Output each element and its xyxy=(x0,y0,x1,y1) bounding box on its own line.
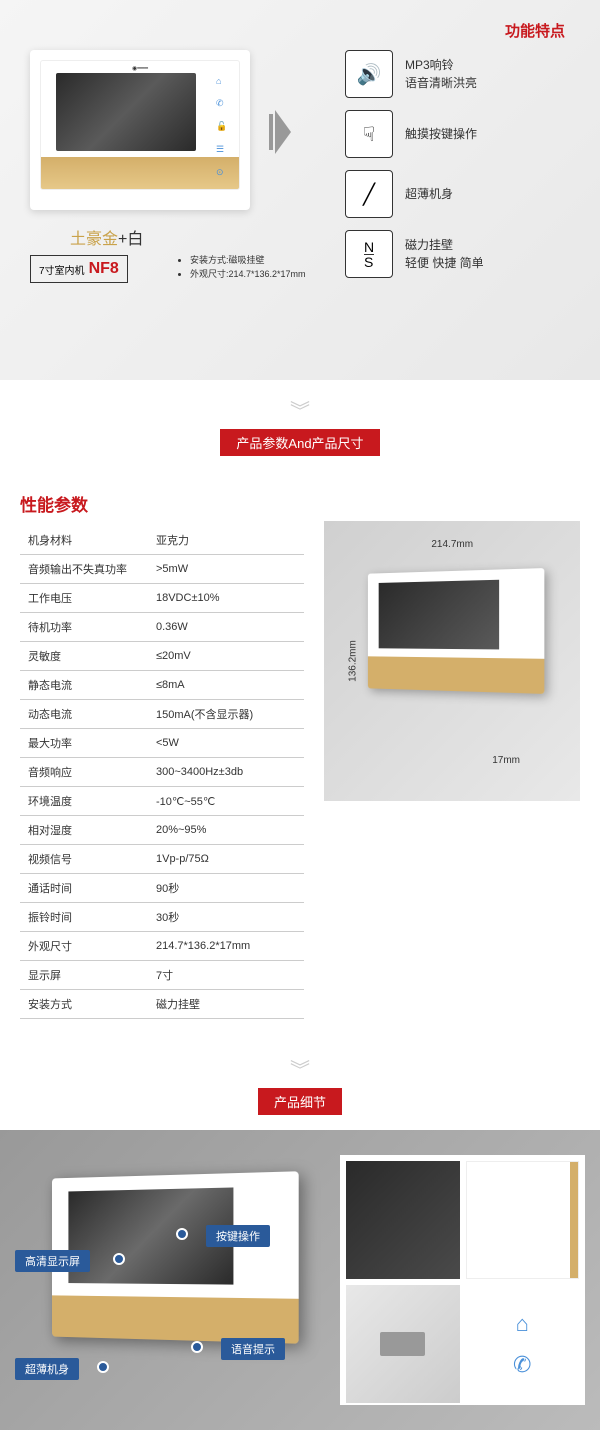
features-title: 功能特点 xyxy=(505,20,565,41)
dim-depth-label: 17mm xyxy=(492,755,520,766)
specs-table-body: 机身材料亚克力音频输出不失真功率>5mW工作电压18VDC±10%待机功率0.3… xyxy=(20,526,304,1019)
thumb-screen xyxy=(346,1161,460,1279)
feature-item: ☟ 触摸按键操作 xyxy=(345,110,580,158)
product-image-box: ◉━━━ ⌂✆🔓☰⊙ xyxy=(30,50,250,210)
features-list: 🔊 MP3响铃语音清晰洪亮 ☟ 触摸按键操作 ╱ 超薄机身 NS 磁力挂壁轻便 … xyxy=(345,50,580,290)
table-row: 音频响应300~3400Hz±3db xyxy=(20,758,304,787)
table-row: 外观尺寸214.7*136.2*17mm xyxy=(20,932,304,961)
section-divider: ︾ 产品细节 xyxy=(0,1039,600,1130)
features-section: 功能特点 ◉━━━ ⌂✆🔓☰⊙ 土豪金+白 7寸室内机 NF8 安装方式:磁吸挂… xyxy=(0,0,600,380)
divider-title: 产品参数And产品尺寸 xyxy=(220,429,379,456)
speaker-icon: 🔊 xyxy=(345,50,393,98)
table-row: 最大功率<5W xyxy=(20,729,304,758)
dim-device-render xyxy=(368,568,544,694)
device-screen xyxy=(56,73,196,151)
callout-voice: 语音提示 xyxy=(221,1338,285,1360)
feature-item: NS 磁力挂壁轻便 快捷 简单 xyxy=(345,230,580,278)
spec-table: 性能参数 机身材料亚克力音频输出不失真功率>5mW工作电压18VDC±10%待机… xyxy=(20,491,304,1019)
dimension-diagram: 214.7mm 136.2mm 17mm xyxy=(324,521,580,801)
table-row: 灵敏度≤20mV xyxy=(20,642,304,671)
feature-item: 🔊 MP3响铃语音清晰洪亮 xyxy=(345,50,580,98)
chevron-down-icon: ︾ xyxy=(0,395,600,424)
table-row: 工作电压18VDC±10% xyxy=(20,584,304,613)
details-section: 高清显示屏 超薄机身 按键操作 语音提示 ⌂✆ xyxy=(0,1130,600,1430)
table-row: 环境温度-10℃~55℃ xyxy=(20,787,304,816)
model-badge: 7寸室内机 NF8 xyxy=(30,255,128,283)
table-row: 视频信号1Vp-p/75Ω xyxy=(20,845,304,874)
device-render: ◉━━━ ⌂✆🔓☰⊙ xyxy=(40,60,240,190)
callout-display: 高清显示屏 xyxy=(15,1250,90,1272)
product-color-label: 土豪金+白 xyxy=(70,225,143,249)
thumb-back xyxy=(346,1285,460,1403)
table-row: 音频输出不失真功率>5mW xyxy=(20,555,304,584)
table-row: 动态电流150mA(不含显示器) xyxy=(20,700,304,729)
touch-icon: ☟ xyxy=(345,110,393,158)
detail-thumbnails: ⌂✆ xyxy=(340,1155,585,1405)
device-side-icons: ⌂✆🔓☰⊙ xyxy=(216,76,231,178)
feature-item: ╱ 超薄机身 xyxy=(345,170,580,218)
thumb-edge xyxy=(466,1161,580,1279)
table-row: 安装方式磁力挂壁 xyxy=(20,990,304,1019)
table-row: 相对湿度20%~95% xyxy=(20,816,304,845)
device-logo: ◉━━━ xyxy=(132,65,148,72)
table-row: 待机功率0.36W xyxy=(20,613,304,642)
magnet-icon: NS xyxy=(345,230,393,278)
thumb-icons: ⌂✆ xyxy=(466,1285,580,1403)
table-row: 振铃时间30秒 xyxy=(20,903,304,932)
dim-width-label: 214.7mm xyxy=(431,539,473,550)
table-row: 显示屏7寸 xyxy=(20,961,304,990)
table-row: 静态电流≤8mA xyxy=(20,671,304,700)
section-divider: ︾ 产品参数And产品尺寸 xyxy=(0,380,600,471)
callout-buttons: 按键操作 xyxy=(206,1225,270,1247)
dim-height-label: 136.2mm xyxy=(348,640,359,682)
install-info: 安装方式:磁吸挂壁 外观尺寸:214.7*136.2*17mm xyxy=(180,253,306,282)
detail-callout-image: 高清显示屏 超薄机身 按键操作 语音提示 xyxy=(15,1155,325,1405)
divider-title: 产品细节 xyxy=(258,1088,342,1115)
chevron-down-icon: ︾ xyxy=(0,1054,600,1083)
arrow-right-icon xyxy=(275,110,291,154)
table-row: 通话时间90秒 xyxy=(20,874,304,903)
callout-slim: 超薄机身 xyxy=(15,1358,79,1380)
table-row: 机身材料亚克力 xyxy=(20,526,304,555)
spec-title: 性能参数 xyxy=(20,491,304,516)
slim-icon: ╱ xyxy=(345,170,393,218)
specs-section: 性能参数 机身材料亚克力音频输出不失真功率>5mW工作电压18VDC±10%待机… xyxy=(0,471,600,1039)
